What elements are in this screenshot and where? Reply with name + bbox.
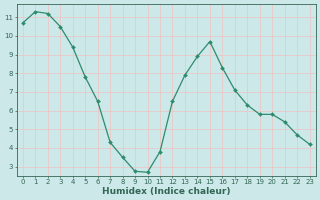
X-axis label: Humidex (Indice chaleur): Humidex (Indice chaleur): [102, 187, 230, 196]
